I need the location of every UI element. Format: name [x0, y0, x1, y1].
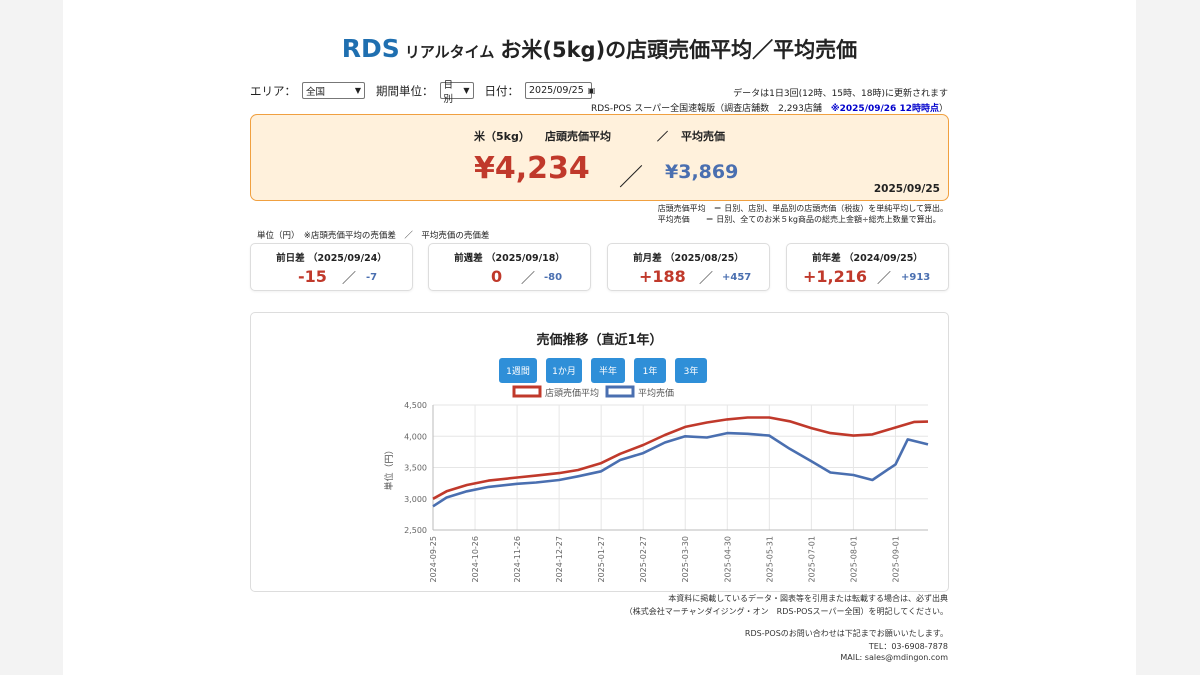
legend-label: 店頭売価平均	[545, 387, 599, 399]
note-avg: 店頭売価平均 ＝ 日別、店別、単品別の店頭売価（税抜）を単純平均して算出。	[657, 204, 948, 213]
summary-avg-label: 店頭売価平均	[545, 130, 611, 143]
realtime-label: リアルタイム	[404, 43, 495, 61]
diff-card-title: 前日差 （2025/09/24）	[276, 253, 387, 264]
diff-sep: ／	[342, 271, 356, 287]
series-line-store-avg	[432, 416, 929, 500]
range-button-6m[interactable]: 半年	[591, 358, 625, 383]
survey-text: RDS-POS スーパー全国速報版（調査店舗数 2,293店舗	[590, 104, 831, 114]
diff-card-title: 前週差 （2025/09/18）	[454, 253, 565, 264]
legend-label: 平均売価	[638, 387, 674, 399]
survey-timestamp: ※2025/09/26 12時時点	[830, 104, 939, 114]
unit-line: 単位（円） ※店頭売価平均の売価差 ／ 平均売価の売価差	[257, 231, 490, 241]
page-title: RDS リアルタイム お米(5kg)の店頭売価平均／平均売価	[63, 34, 1136, 64]
filter-controls: エリア： 全国 ▼ 期間単位： 日別 ▼ 日付： 2025/09/25 ▣	[250, 80, 595, 105]
range-buttons: 1週間 1か月 半年 1年 3年	[499, 358, 707, 383]
x-tick-label: 2024-09-25	[429, 536, 438, 583]
period-label: 期間単位：	[376, 83, 434, 98]
summary-rice-label: 米（5kg）	[474, 130, 530, 143]
summary-sep-label: ／	[657, 130, 668, 143]
diff-avg-value: +1,216	[803, 267, 868, 286]
citation-note-1: 本資料に掲載しているデータ・図表等を引用または転載する場合は、必ず出典	[668, 594, 948, 603]
summary-slash: ／	[619, 163, 643, 191]
summary-avg-value: ¥4,234	[474, 151, 590, 186]
x-tick-label: 2025-08-01	[849, 536, 858, 583]
range-button-1m[interactable]: 1か月	[546, 358, 582, 383]
note-price: 平均売価 ＝ 日別、全てのお米５kg商品の総売上金額÷総売上数量で算出。	[657, 215, 941, 224]
diff-avg-value: -15	[298, 267, 327, 286]
contact-mail: MAIL: sales@mdingon.com	[840, 653, 948, 662]
range-button-3y[interactable]: 3年	[675, 358, 707, 383]
chevron-down-icon: ▼	[463, 86, 470, 95]
diff-price-value: -80	[544, 272, 563, 283]
diff-sep: ／	[521, 271, 535, 287]
period-select-value: 日別	[443, 79, 454, 105]
x-tick-label: 2025-01-27	[597, 536, 606, 583]
brand-logo: RDS	[341, 34, 400, 63]
chevron-down-icon: ▼	[354, 86, 361, 95]
survey-info: RDS-POS スーパー全国速報版（調査店舗数 2,293店舗 ※2025/09…	[591, 101, 948, 114]
x-tick-label: 2025-09-01	[891, 536, 900, 583]
period-select[interactable]: 日別 ▼	[439, 80, 474, 105]
diff-card-day: 前日差 （2025/09/24） -15 ／ -7	[250, 243, 413, 291]
summary-price-label: 平均売価	[681, 130, 725, 143]
area-label: エリア：	[250, 83, 296, 98]
price-trend-chart: 店頭売価平均 平均売価 2,500 3,000 3,500 4,000 4,500 2024-…	[383, 385, 929, 583]
page-heading: お米(5kg)の店頭売価平均／平均売価	[500, 38, 858, 62]
legend-swatch	[605, 385, 635, 398]
x-tick-label: 2024-10-26	[471, 536, 480, 583]
diff-card-week: 前週差 （2025/09/18） 0 ／ -80	[428, 243, 591, 291]
diff-price-value: -7	[366, 272, 378, 283]
diff-sep: ／	[877, 271, 891, 287]
y-tick-label: 4,500	[404, 401, 427, 410]
diff-avg-value: 0	[491, 267, 503, 286]
series-line-avg-price	[432, 431, 929, 508]
x-tick-label: 2025-02-27	[639, 536, 648, 583]
x-tick-label: 2025-05-31	[765, 536, 774, 583]
summary-price-value: ¥3,869	[665, 161, 739, 183]
y-tick-label: 3,500	[404, 464, 427, 473]
diff-card-title: 前月差 （2025/08/25）	[633, 253, 744, 264]
date-label: 日付：	[484, 83, 520, 98]
area-select[interactable]: 全国 ▼	[302, 82, 365, 99]
contact-tel: TEL：03-6908-7878	[868, 642, 948, 651]
x-tick-label: 2025-07-01	[807, 536, 816, 583]
y-tick-label: 2,500	[404, 526, 427, 535]
x-tick-label: 2025-04-30	[723, 536, 732, 583]
x-tick-label: 2024-12-27	[555, 536, 564, 583]
diff-price-value: +913	[901, 272, 931, 283]
survey-close: ）	[938, 104, 948, 114]
contact-note: RDS-POSのお問い合わせは下記までお願いいたします。	[744, 629, 948, 638]
citation-note-2: （株式会社マーチャンダイジング・オン RDS-POSスーパー全国）を明記してくだ…	[624, 607, 948, 616]
date-input-value: 2025/09/25	[529, 85, 584, 96]
range-button-1y[interactable]: 1年	[634, 358, 666, 383]
summary-date: 2025/09/25	[873, 183, 940, 195]
range-button-1w[interactable]: 1週間	[499, 358, 537, 383]
update-note: データは1日3回(12時、15時、18時)に更新されます	[733, 89, 948, 99]
y-tick-label: 3,000	[404, 495, 427, 504]
diff-price-value: +457	[722, 272, 752, 283]
legend-swatch	[512, 385, 542, 398]
calendar-icon[interactable]: ▣	[587, 86, 596, 95]
diff-avg-value: +188	[639, 267, 686, 286]
chart-title: 売価推移（直近1年）	[536, 333, 663, 348]
summary-box: 米（5kg） 店頭売価平均 ／ 平均売価 ¥4,234 ／ ¥3,869 202…	[250, 114, 949, 201]
x-tick-label: 2025-03-30	[681, 536, 690, 583]
diff-card-month: 前月差 （2025/08/25） +188 ／ +457	[607, 243, 770, 291]
diff-card-year: 前年差 （2024/09/25） +1,216 ／ +913	[786, 243, 949, 291]
definition-notes: 店頭売価平均 ＝ 日別、店別、単品別の店頭売価（税抜）を単純平均して算出。 平均…	[658, 203, 948, 225]
y-axis-label: 単位（円）	[383, 445, 395, 490]
diff-card-title: 前年差 （2024/09/25）	[812, 253, 923, 264]
area-select-value: 全国	[306, 86, 326, 98]
x-tick-label: 2024-11-26	[513, 536, 522, 583]
y-tick-label: 4,000	[404, 432, 427, 441]
chart-panel: 売価推移（直近1年） 1週間 1か月 半年 1年 3年 店頭売価平均 平均売価 2,…	[250, 312, 949, 592]
date-input[interactable]: 2025/09/25 ▣	[525, 82, 595, 99]
page: RDS リアルタイム お米(5kg)の店頭売価平均／平均売価 エリア： 全国 ▼ 期…	[63, 0, 1136, 675]
diff-sep: ／	[699, 271, 713, 287]
